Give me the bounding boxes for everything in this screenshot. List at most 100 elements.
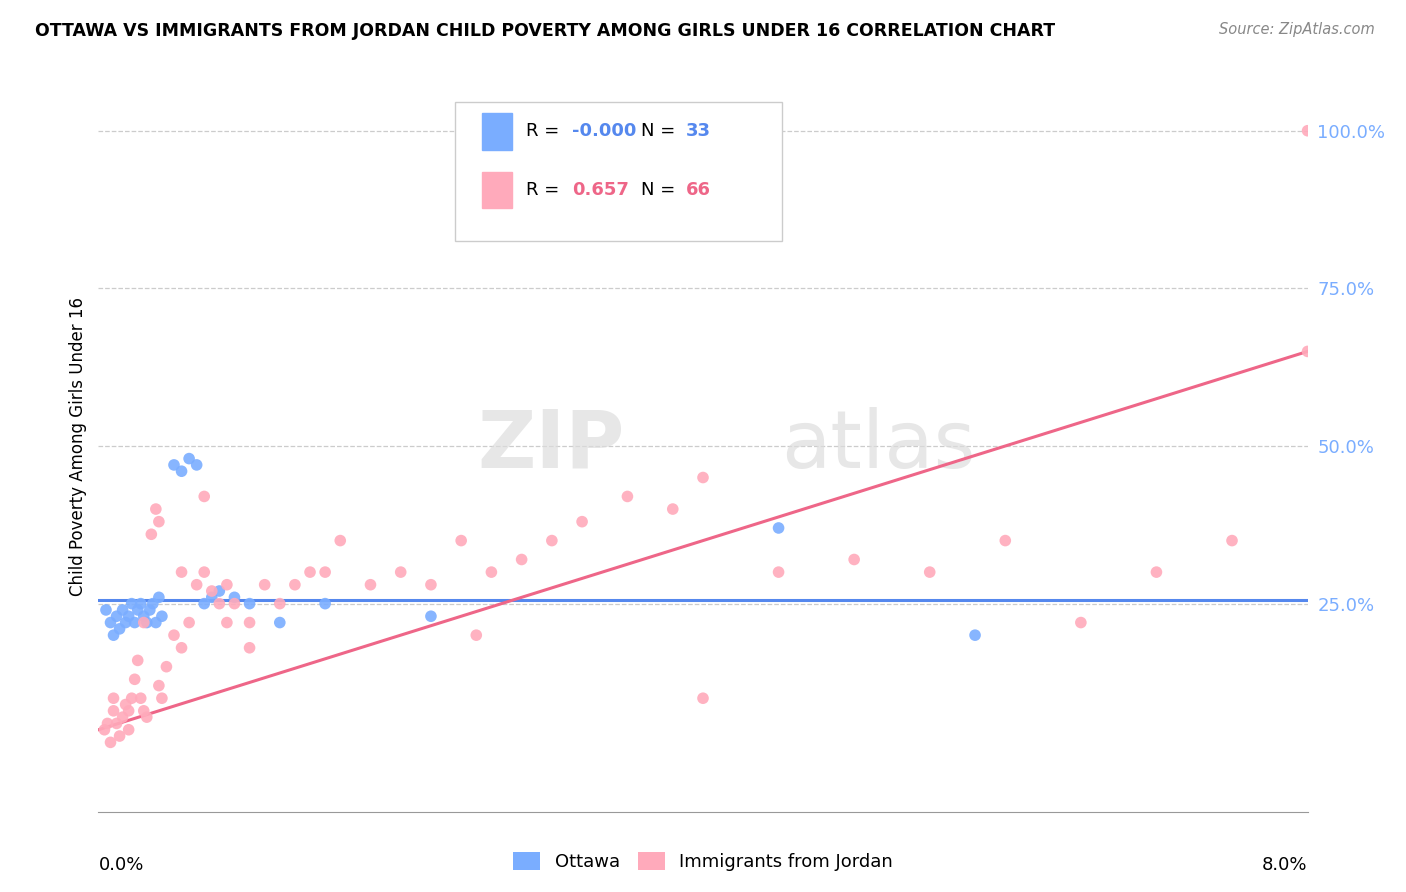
Point bbox=[193, 490, 215, 504]
Point bbox=[148, 679, 170, 693]
Point bbox=[692, 470, 714, 484]
Point bbox=[239, 597, 262, 611]
Text: 8.0%: 8.0% bbox=[1263, 855, 1308, 873]
Point bbox=[170, 565, 193, 579]
Point bbox=[465, 628, 488, 642]
Point bbox=[1070, 615, 1092, 630]
Point bbox=[1220, 533, 1243, 548]
Point bbox=[163, 628, 186, 642]
Text: -0.000: -0.000 bbox=[572, 122, 637, 140]
Point bbox=[224, 591, 246, 605]
Point bbox=[661, 502, 683, 516]
Point bbox=[186, 458, 208, 472]
Point bbox=[1296, 344, 1319, 359]
Text: R =: R = bbox=[526, 122, 565, 140]
Point bbox=[239, 615, 262, 630]
Point bbox=[114, 698, 136, 712]
Point bbox=[253, 578, 276, 592]
Point bbox=[215, 615, 238, 630]
Point bbox=[142, 597, 165, 611]
Point bbox=[844, 552, 866, 566]
Point bbox=[150, 609, 173, 624]
Point bbox=[224, 597, 246, 611]
Point bbox=[145, 502, 167, 516]
Point bbox=[768, 521, 790, 535]
Point bbox=[314, 565, 336, 579]
Point bbox=[132, 609, 155, 624]
Point bbox=[108, 622, 131, 636]
Point bbox=[186, 578, 208, 592]
Text: OTTAWA VS IMMIGRANTS FROM JORDAN CHILD POVERTY AMONG GIRLS UNDER 16 CORRELATION : OTTAWA VS IMMIGRANTS FROM JORDAN CHILD P… bbox=[35, 22, 1056, 40]
Point bbox=[193, 597, 215, 611]
Point bbox=[918, 565, 941, 579]
Point bbox=[118, 723, 141, 737]
Point bbox=[135, 710, 157, 724]
Point bbox=[135, 615, 157, 630]
Point bbox=[111, 603, 134, 617]
Bar bbox=[482, 171, 512, 208]
Point bbox=[965, 628, 987, 642]
Point bbox=[121, 691, 143, 706]
Point bbox=[208, 597, 231, 611]
Text: atlas: atlas bbox=[782, 407, 976, 485]
Point bbox=[450, 533, 472, 548]
Point bbox=[269, 597, 291, 611]
Point bbox=[121, 597, 143, 611]
Point bbox=[163, 458, 186, 472]
Point bbox=[150, 691, 173, 706]
Point bbox=[208, 584, 231, 599]
Point bbox=[139, 603, 162, 617]
Point bbox=[94, 603, 117, 617]
Point bbox=[103, 691, 125, 706]
Text: 33: 33 bbox=[686, 122, 711, 140]
Point bbox=[201, 591, 224, 605]
Point bbox=[215, 578, 238, 592]
Text: N =: N = bbox=[641, 181, 682, 199]
Point bbox=[768, 565, 790, 579]
Point bbox=[145, 615, 167, 630]
Text: R =: R = bbox=[526, 181, 565, 199]
Point bbox=[193, 565, 215, 579]
Point bbox=[360, 578, 382, 592]
Point bbox=[329, 533, 352, 548]
Text: ZIP: ZIP bbox=[477, 407, 624, 485]
Point bbox=[118, 609, 141, 624]
Point bbox=[103, 704, 125, 718]
Point bbox=[129, 597, 152, 611]
Point bbox=[170, 464, 193, 478]
Point bbox=[299, 565, 322, 579]
Point bbox=[129, 691, 152, 706]
Point bbox=[155, 659, 177, 673]
Point bbox=[1146, 565, 1168, 579]
Point bbox=[105, 609, 128, 624]
Point bbox=[510, 552, 533, 566]
Point bbox=[148, 591, 170, 605]
Point bbox=[201, 584, 224, 599]
Point bbox=[124, 673, 146, 687]
Point bbox=[616, 490, 638, 504]
Point bbox=[103, 628, 125, 642]
Point bbox=[420, 609, 443, 624]
Point bbox=[96, 716, 118, 731]
Point bbox=[132, 615, 155, 630]
Point bbox=[141, 527, 163, 541]
Point bbox=[994, 533, 1017, 548]
Point bbox=[100, 735, 122, 749]
Point bbox=[692, 691, 714, 706]
Point bbox=[105, 716, 128, 731]
Point bbox=[148, 515, 170, 529]
Point bbox=[481, 565, 503, 579]
Legend: Ottawa, Immigrants from Jordan: Ottawa, Immigrants from Jordan bbox=[506, 845, 900, 879]
Point bbox=[179, 615, 201, 630]
FancyBboxPatch shape bbox=[456, 103, 782, 241]
Point bbox=[127, 603, 149, 617]
Y-axis label: Child Poverty Among Girls Under 16: Child Poverty Among Girls Under 16 bbox=[69, 296, 87, 596]
Point bbox=[239, 640, 262, 655]
Point bbox=[540, 533, 562, 548]
Point bbox=[127, 653, 149, 667]
Point bbox=[571, 515, 593, 529]
Point bbox=[100, 615, 122, 630]
Point bbox=[179, 451, 201, 466]
Text: N =: N = bbox=[641, 122, 682, 140]
Point bbox=[132, 704, 155, 718]
